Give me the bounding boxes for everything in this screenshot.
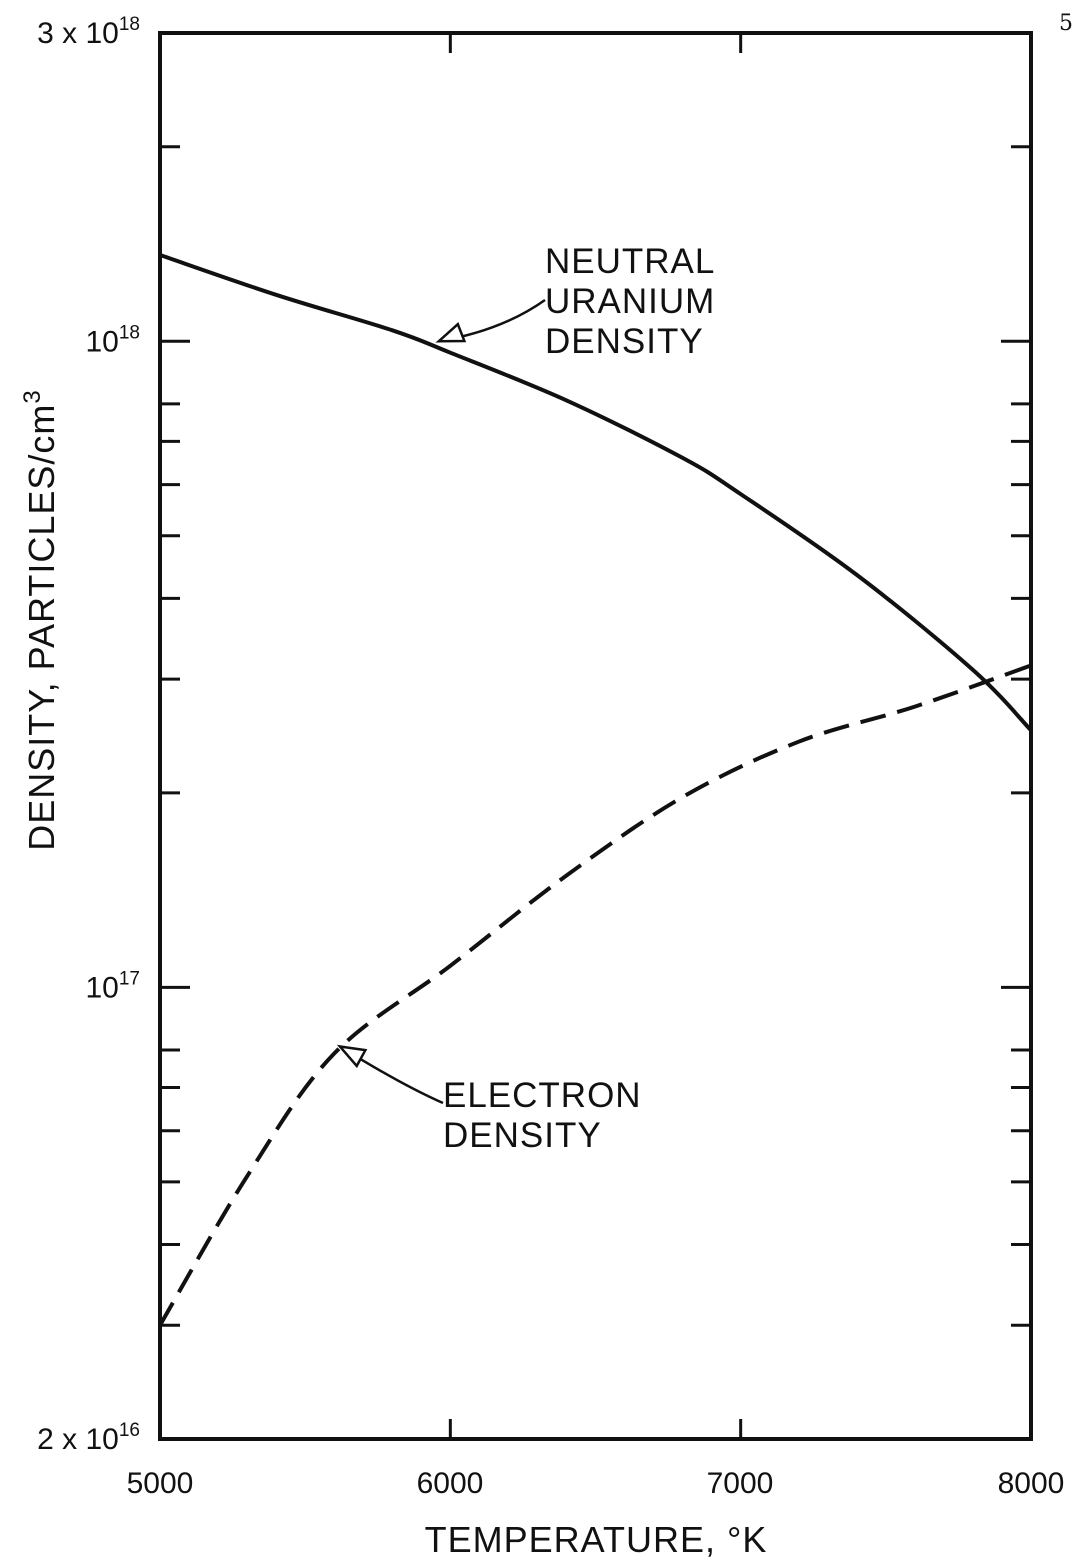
electron-density-label: ELECTRON DENSITY [443,1076,652,1155]
x-tick-label-8000: 8000 [998,1467,1065,1500]
page-number: 5 [1059,11,1073,36]
y-tick-label-17: 1017 [85,968,140,1004]
y-tick-label-exponent: 17 [119,968,140,989]
electron-density-annotation-arrowhead [336,1044,368,1069]
series-layer [158,253,1033,1327]
y-tick-label-18: 3 x 1018 [37,14,140,50]
y-tick-label-mantissa: 10 [85,325,118,358]
electron-density-label-line2: DENSITY [443,1116,602,1155]
x-tick-label-7000: 7000 [707,1467,774,1500]
y-tick-label-mantissa: 3 x 10 [37,17,119,50]
y-axis-title-superscript: 3 [19,389,46,403]
y-tick-label-mantissa: 10 [85,971,118,1004]
y-tick-label-exponent: 18 [119,14,140,35]
neutral-uranium-label-line2: URANIUM [545,282,715,321]
neutral-uranium-label: NEUTRAL URANIUM DENSITY [545,242,726,361]
x-tick-label-6000: 6000 [417,1467,484,1500]
axis-ticks [160,33,1031,1439]
y-tick-label-16: 2 x 1016 [37,1420,140,1456]
electron-density-label-line1: ELECTRON [443,1076,642,1115]
annotation-layer [336,298,546,1105]
plot-frame [158,31,1033,1441]
x-axis-title: TEMPERATURE, °K [425,1519,768,1560]
y-axis-title-text: DENSITY, PARTICLES/cm [21,404,62,851]
electron-density-line [158,663,1032,1327]
neutral-uranium-annotation-arrowhead [435,322,467,343]
y-tick-label-exponent: 18 [119,322,140,343]
y-tick-label-18: 1018 [85,322,140,358]
neutral-uranium-label-line3: DENSITY [545,322,704,361]
x-tick-label-5000: 5000 [127,1467,194,1500]
neutral-uranium-density-line [159,253,1033,732]
y-axis-title: DENSITY, PARTICLES/cm3 [19,389,62,850]
neutral-uranium-label-line1: NEUTRAL [545,242,714,281]
y-tick-label-mantissa: 2 x 10 [37,1423,119,1456]
y-tick-label-exponent: 16 [119,1420,140,1441]
